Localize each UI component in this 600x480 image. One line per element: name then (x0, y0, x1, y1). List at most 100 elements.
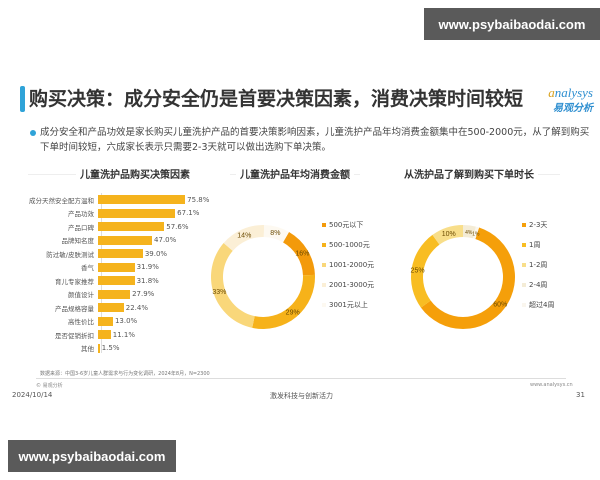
bar-value: 57.6% (166, 222, 189, 231)
bar-value: 75.8% (187, 195, 210, 204)
legend-duration: 2-3天 1周 1-2周 2-4周 超过4周 (522, 215, 554, 315)
slice-label: 14% (237, 232, 251, 239)
slice-label: 8% (270, 230, 280, 237)
chart-title-spend: 儿童洗护品年均消费金额 (236, 166, 354, 181)
bar-row: 成分天然安全配方温和 75.8% (20, 193, 220, 207)
data-source: 数据来源：中国3-6岁儿童人群需求与行为变化调研，2024年8月，N=2300 (40, 371, 210, 377)
legend-label: 2001-3000元 (329, 281, 375, 289)
slice-label: 16% (295, 251, 309, 258)
donut-slice (211, 243, 255, 328)
donut-slice (411, 234, 440, 308)
legend-item: 2-4周 (522, 275, 554, 295)
slice-label: 10% (442, 231, 456, 238)
bar (98, 262, 135, 272)
website-link[interactable]: www.analysys.cn (530, 382, 573, 388)
bar (98, 208, 176, 218)
bar-label: 是否促销折扣 (55, 331, 94, 340)
legend-label: 500元以下 (329, 221, 364, 229)
donut-slice (283, 231, 315, 276)
bar-row: 品牌知名度 47.0% (20, 234, 220, 248)
slice-label: 60% (493, 302, 507, 309)
footer-slogan: 激发科技与创新活力 (270, 392, 333, 400)
slice-label: 4% (465, 230, 473, 236)
slice-label: 1% (472, 231, 480, 237)
chart-title-duration: 从洗护品了解到购买下单时长 (400, 166, 538, 181)
bar-label: 产品功效 (68, 210, 94, 219)
legend-label: 500-1000元 (329, 241, 370, 249)
chart-title-factors: 儿童洗护品购买决策因素 (76, 166, 194, 181)
bar-row: 其他 1.5% (20, 342, 220, 356)
legend-swatch (322, 223, 326, 227)
legend-label: 1周 (529, 241, 541, 249)
logo-text-en: nalysys (554, 85, 593, 100)
bar-value: 27.9% (132, 290, 155, 299)
report-date: 2024/10/14 (12, 391, 53, 399)
donut-slice (432, 225, 463, 245)
donut-slice (463, 225, 476, 239)
bar-row: 香气 31.9% (20, 261, 220, 275)
donut-chart-spend: 16% 29% 33% 14% 8% (211, 225, 315, 329)
bar-value: 13.0% (114, 317, 138, 326)
legend-item: 2-3天 (522, 215, 554, 235)
legend-item: 2001-3000元 (322, 275, 374, 295)
donut-slice (223, 225, 265, 251)
legend-item: 1周 (522, 235, 554, 255)
legend-swatch (322, 263, 326, 267)
legend-swatch (522, 263, 526, 267)
bar (98, 235, 153, 245)
bar-row: 育儿专家推荐 31.8% (20, 274, 220, 288)
legend-item: 1001-2000元 (322, 255, 374, 275)
legend-item: 3001元以上 (322, 295, 374, 315)
bar-label: 高性价比 (68, 318, 94, 327)
bar-row: 防过敏/皮肤测试 39.0% (20, 247, 220, 261)
bar (98, 316, 113, 326)
copyright: © 易观分析 (36, 383, 63, 389)
bar (98, 222, 165, 232)
bar-label: 香气 (81, 264, 94, 273)
bar-value: 1.5% (101, 344, 120, 353)
legend-swatch (522, 283, 526, 287)
bar-row: 产品功效 67.1% (20, 207, 220, 221)
bar-row: 是否促销折扣 11.1% (20, 328, 220, 342)
watermark-top: www.psybaibaodai.com (424, 8, 600, 40)
bar-row: 产品规格容量 22.4% (20, 301, 220, 315)
bar-label: 产品规格容量 (55, 304, 94, 313)
bar-value: 31.9% (136, 263, 159, 272)
page-number: 31 (576, 391, 585, 399)
bar-value: 39.0% (144, 249, 168, 258)
watermark-bottom: www.psybaibaodai.com (8, 440, 176, 472)
legend-swatch (322, 283, 326, 287)
legend-label: 2-4周 (529, 281, 548, 289)
legend-label: 1001-2000元 (329, 261, 375, 269)
bar-row: 颜值设计 27.9% (20, 288, 220, 302)
bar-row: 高性价比 13.0% (20, 315, 220, 329)
bar-label: 育儿专家推荐 (55, 277, 94, 286)
bar (98, 276, 135, 286)
legend-label: 3001元以上 (329, 301, 368, 309)
legend-item: 超过4周 (522, 295, 554, 315)
legend-spend: 500元以下 500-1000元 1001-2000元 2001-3000元 3001元… (322, 215, 374, 315)
legend-label: 2-3天 (529, 221, 548, 229)
legend-swatch (322, 243, 326, 247)
slice-label: 25% (411, 267, 425, 274)
bar (98, 249, 143, 259)
legend-swatch (522, 223, 526, 227)
donut-slice (263, 225, 289, 243)
bar (98, 289, 131, 299)
bar-label: 防过敏/皮肤测试 (46, 250, 94, 259)
bar-label: 品牌知名度 (61, 237, 95, 246)
bar (98, 343, 100, 353)
page-title: 购买决策：成分安全仍是首要决策因素，消费决策时间较短 (29, 88, 524, 110)
logo-text-cn: 易观分析 (553, 103, 593, 114)
summary-text: 成分安全和产品功效是家长购买儿童洗护产品的首要决策影响因素，儿童洗护产品年均消费… (40, 127, 590, 153)
bar-value: 67.1% (177, 209, 200, 218)
donut-slice (472, 226, 480, 239)
legend-item: 500元以下 (322, 215, 374, 235)
logo-mark: a (548, 85, 555, 100)
slice-label: 29% (286, 310, 300, 317)
bar-label: 颜值设计 (68, 291, 94, 300)
legend-swatch (522, 243, 526, 247)
legend-swatch (522, 303, 526, 307)
bar-label: 其他 (81, 345, 94, 354)
bar-value: 22.4% (125, 303, 148, 312)
